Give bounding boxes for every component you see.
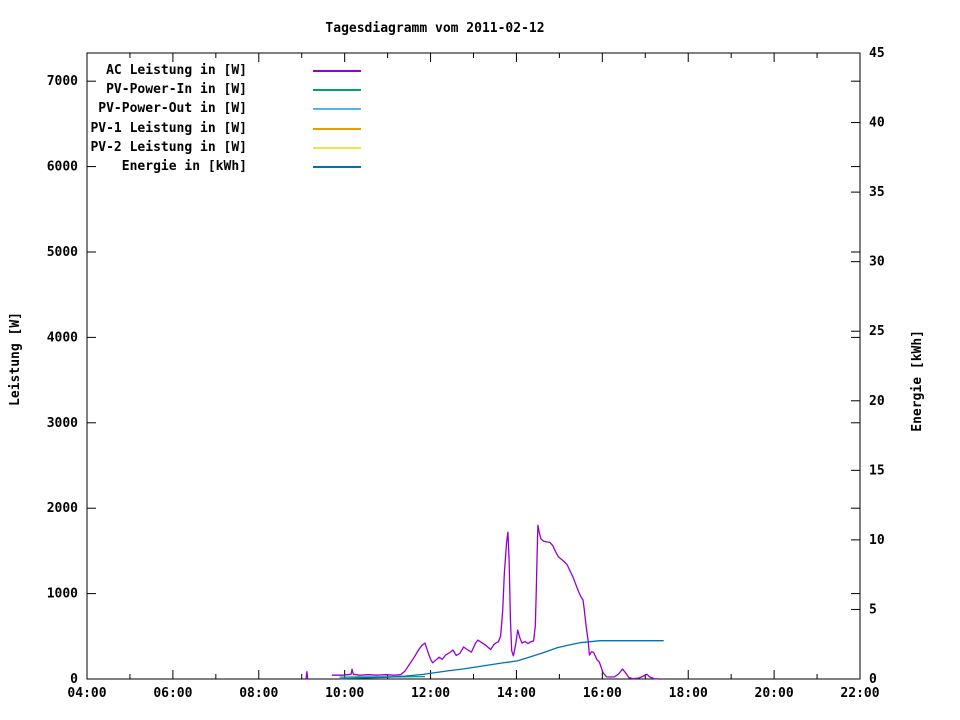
- y-left-tick-label: 6000: [47, 160, 78, 175]
- y-right-tick-label: 30: [869, 255, 885, 270]
- y-right-tick-label: 25: [869, 324, 885, 339]
- x-tick-label: 06:00: [153, 686, 192, 701]
- legend-item-label: PV-1 Leistung in [W]: [90, 120, 247, 136]
- x-tick-label: 14:00: [497, 686, 536, 701]
- x-tick-label: 16:00: [583, 686, 622, 701]
- y-right-tick-label: 40: [869, 116, 885, 131]
- series-line-ac-leistung-in-w: [305, 524, 659, 680]
- chart-title: Tagesdiagramm vom 2011-02-12: [325, 21, 545, 36]
- x-tick-label: 20:00: [755, 686, 794, 701]
- y-axis-label-right: Energie [kWh]: [910, 330, 925, 432]
- series-line-energie-in-kwh: [340, 640, 664, 680]
- y-left-tick-label: 1000: [47, 587, 78, 602]
- legend-color-swatch: [313, 70, 361, 72]
- y-right-tick-label: 35: [869, 185, 885, 200]
- legend-item-label: PV-Power-Out in [W]: [98, 101, 247, 117]
- x-tick-label: 08:00: [239, 686, 278, 701]
- legend-color-swatch: [313, 146, 361, 149]
- y-right-tick-label: 45: [869, 46, 885, 61]
- y-left-tick-label: 7000: [47, 74, 78, 89]
- x-tick-label: 22:00: [840, 686, 879, 701]
- y-right-tick-label: 10: [869, 533, 885, 548]
- y-axis-label-left: Leistung [W]: [8, 312, 23, 406]
- y-left-tick-label: 2000: [47, 501, 78, 516]
- x-tick-label: 10:00: [325, 686, 364, 701]
- y-right-tick-label: 20: [869, 394, 885, 409]
- legend-item-label: Energie in [kWh]: [121, 159, 247, 174]
- x-tick-label: 12:00: [411, 686, 450, 701]
- legend-item-label: PV-2 Leistung in [W]: [90, 139, 247, 155]
- y-left-tick-label: 0: [70, 672, 78, 687]
- x-tick-label: 04:00: [67, 686, 106, 701]
- y-right-tick-label: 5: [869, 602, 877, 617]
- legend-color-swatch: [313, 166, 361, 168]
- legend-color-swatch: [313, 127, 361, 130]
- y-left-tick-label: 4000: [47, 330, 78, 345]
- y-right-tick-label: 15: [869, 463, 885, 478]
- x-tick-label: 18:00: [669, 686, 708, 701]
- y-left-tick-label: 3000: [47, 416, 78, 431]
- legend-color-swatch: [313, 108, 361, 111]
- legend-color-swatch: [313, 89, 361, 92]
- y-left-tick-label: 5000: [47, 245, 78, 260]
- legend-item-label: PV-Power-In in [W]: [106, 82, 247, 98]
- y-right-tick-label: 0: [869, 672, 877, 687]
- legend-item-label: AC Leistung in [W]: [106, 63, 247, 78]
